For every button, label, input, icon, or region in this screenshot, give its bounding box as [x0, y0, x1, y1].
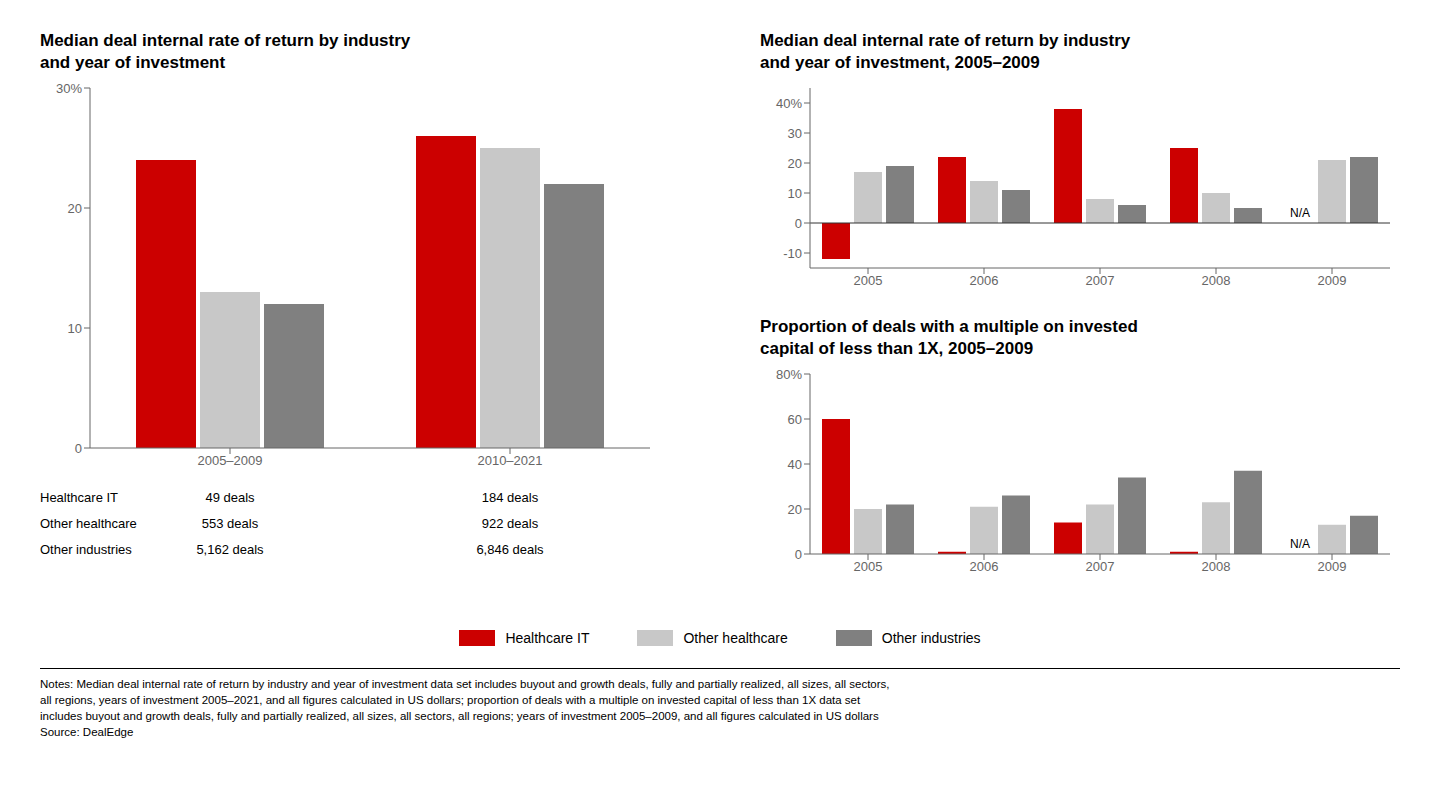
html-text:Healthcare IT: Healthcare IT — [40, 490, 118, 505]
html-text:6,846 deals: 6,846 deals — [476, 542, 544, 557]
svg-text:30: 30 — [788, 126, 802, 141]
html-text:Other industries: Other industries — [40, 542, 132, 557]
svg-text:2009: 2009 — [1318, 559, 1347, 574]
svg-text:10: 10 — [788, 186, 802, 201]
svg-text:2007: 2007 — [1086, 273, 1115, 288]
html-text:and year of investment, 2005–2: and year of investment, 2005–2009 — [760, 53, 1040, 72]
html-text:Median deal internal rate of r: Median deal internal rate of return by i… — [760, 31, 1131, 50]
html-text:capital of less than 1X, 2005–: capital of less than 1X, 2005–2009 — [760, 339, 1034, 358]
html-text:all regions, years of investme: all regions, years of investment 2005–20… — [40, 694, 861, 706]
svg-text:0: 0 — [795, 216, 802, 231]
svg-text:2005–2009: 2005–2009 — [197, 453, 262, 468]
svg-text:20: 20 — [788, 156, 802, 171]
svg-text:10: 10 — [68, 321, 82, 336]
svg-text:2010–2021: 2010–2021 — [477, 453, 542, 468]
html-text:includes buyout and growth dea: includes buyout and growth deals, fully … — [40, 710, 879, 722]
svg-text:0: 0 — [795, 547, 802, 562]
svg-text:40%: 40% — [776, 96, 802, 111]
html-text:Healthcare IT: Healthcare IT — [505, 630, 590, 646]
svg-text:2007: 2007 — [1086, 559, 1115, 574]
html-text:184 deals: 184 deals — [481, 490, 539, 505]
svg-text:60: 60 — [788, 412, 802, 427]
svg-text:20: 20 — [788, 502, 802, 517]
svg-text:2008: 2008 — [1202, 559, 1231, 574]
svg-text:20: 20 — [68, 201, 82, 216]
svg-text:2006: 2006 — [970, 559, 999, 574]
html-text:Proportion of deals with a mul: Proportion of deals with a multiple on i… — [760, 317, 1138, 336]
svg-text:80%: 80% — [776, 367, 802, 382]
html-text:and year of investment: and year of investment — [40, 53, 226, 72]
svg-text:2005: 2005 — [854, 559, 883, 574]
svg-text:40: 40 — [788, 457, 802, 472]
svg-text:30%: 30% — [56, 81, 82, 96]
svg-text:N/A: N/A — [1290, 206, 1310, 220]
html-text:Notes: Median deal internal ra: Notes: Median deal internal rate of retu… — [40, 678, 890, 690]
svg-text:2006: 2006 — [970, 273, 999, 288]
html-text:Median deal internal rate of r: Median deal internal rate of return by i… — [40, 31, 411, 50]
html-text:Other healthcare: Other healthcare — [40, 516, 137, 531]
svg-text:2008: 2008 — [1202, 273, 1231, 288]
html-text:49 deals: 49 deals — [205, 490, 255, 505]
html-text:Other healthcare: Other healthcare — [683, 630, 788, 646]
html-text:553 deals: 553 deals — [201, 516, 259, 531]
html-text:Other industries: Other industries — [881, 630, 981, 646]
svg-text:-10: -10 — [783, 246, 802, 261]
html-text:Source: DealEdge: Source: DealEdge — [40, 726, 134, 738]
svg-text:2005: 2005 — [854, 273, 883, 288]
html-text:922 deals: 922 deals — [481, 516, 539, 531]
html-text:5,162 deals: 5,162 deals — [196, 542, 264, 557]
svg-text:2009: 2009 — [1318, 273, 1347, 288]
svg-text:N/A: N/A — [1290, 537, 1310, 551]
svg-text:0: 0 — [75, 441, 82, 456]
